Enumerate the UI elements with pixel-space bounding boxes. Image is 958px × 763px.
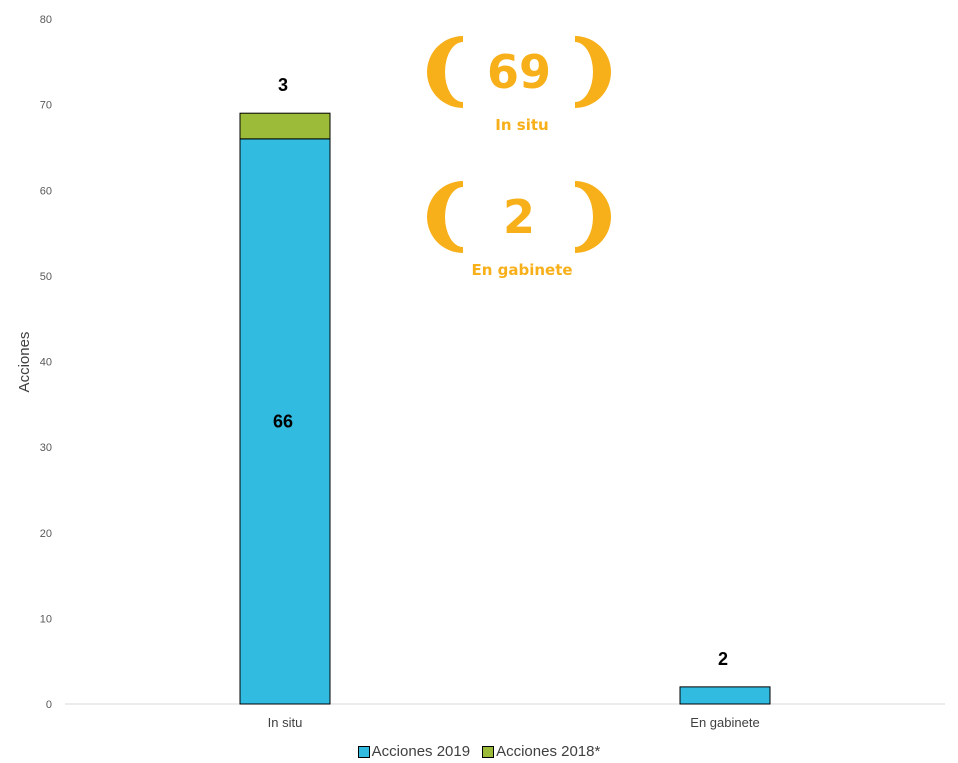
summary-badges: 69 In situ 2 En gabinete (427, 36, 611, 279)
x-category-label: In situ (268, 715, 303, 730)
right-bracket-shape (575, 36, 611, 108)
y-tick-label: 10 (40, 613, 52, 625)
bar-group (239, 112, 771, 705)
x-category-label: En gabinete (690, 715, 759, 730)
summary-badge: 2 En gabinete (427, 181, 611, 279)
badge-value: 69 (487, 45, 551, 99)
y-axis-ticks: 0 10 20 30 40 50 60 70 80 (40, 14, 52, 711)
legend-swatch (357, 745, 370, 758)
bar-segment (239, 138, 331, 705)
y-tick-label: 40 (40, 357, 52, 369)
bar-data-label: 3 (278, 75, 288, 95)
bar-segment (679, 686, 771, 705)
legend: Acciones 2019 Acciones 2018* (0, 743, 958, 762)
x-axis-labels: In situ En gabinete (268, 715, 760, 730)
y-tick-label: 0 (46, 699, 52, 711)
badge-value: 2 (503, 190, 535, 244)
right-bracket-shape (575, 181, 611, 253)
legend-item: Acciones 2018* (482, 743, 600, 760)
y-tick-label: 60 (40, 185, 52, 197)
badge-label: En gabinete (471, 261, 572, 279)
bar-segment (239, 112, 331, 140)
y-tick-label: 50 (40, 271, 52, 283)
legend-item: Acciones 2019 (357, 743, 471, 760)
y-tick-label: 20 (40, 528, 52, 540)
y-tick-label: 70 (40, 100, 52, 112)
summary-badge: 69 In situ (427, 36, 611, 134)
legend-label: Acciones 2019 (371, 743, 471, 760)
y-axis-title: Acciones (16, 332, 33, 393)
legend-swatch (482, 745, 495, 758)
y-tick-label: 80 (40, 14, 52, 26)
left-bracket-shape (427, 36, 463, 108)
bar-data-label: 2 (718, 649, 728, 669)
badge-label: In situ (495, 116, 548, 134)
legend-label: Acciones 2018* (496, 743, 601, 760)
data-labels: 66 3 2 (273, 75, 728, 669)
bar-data-label: 66 (273, 411, 293, 431)
y-tick-label: 30 (40, 442, 52, 454)
left-bracket-shape (427, 181, 463, 253)
